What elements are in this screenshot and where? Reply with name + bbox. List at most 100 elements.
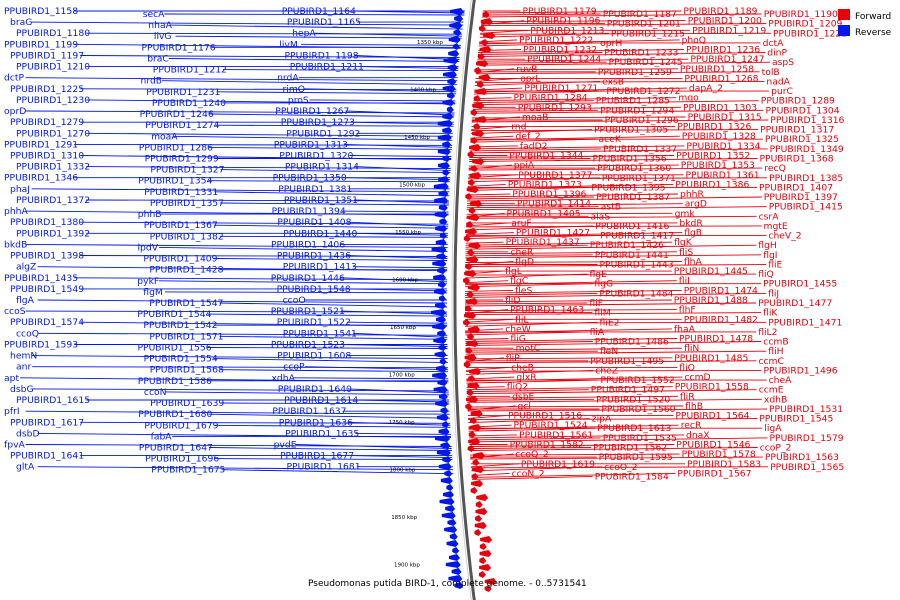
forward-connector [466, 386, 673, 391]
forward-connector [465, 244, 757, 250]
forward-gene-label: cheR [510, 247, 534, 258]
reverse-feature [434, 197, 449, 204]
forward-feature [476, 494, 489, 501]
forward-feature [475, 88, 488, 95]
reverse-gene-label: rimO [283, 84, 306, 95]
reverse-feature [446, 106, 454, 113]
reverse-connector [352, 266, 448, 269]
reverse-gene-label: PPUBIRD1_1350 [273, 173, 347, 184]
forward-feature [478, 571, 486, 578]
reverse-connector [352, 332, 448, 338]
scale-tick-label: 1600 kbp [392, 278, 418, 284]
forward-gene-label: PPUBIRD1_1437 [506, 237, 580, 248]
forward-feature [467, 445, 475, 452]
forward-feature [476, 60, 489, 67]
reverse-connector [209, 113, 455, 118]
reverse-connector [309, 99, 456, 102]
forward-gene-label: PPUBIRD1_1337 [603, 144, 677, 155]
forward-gene-label: ccmD [685, 372, 711, 383]
forward-gene-label: PPUBIRD1_1531 [769, 404, 843, 415]
reverse-gene-label: PPUBIRD1_1680 [138, 409, 212, 420]
reverse-gene-label: PPUBIRD1_1637 [272, 406, 346, 417]
reverse-gene-label: pvdE [274, 440, 297, 451]
forward-feature [469, 368, 482, 375]
forward-gene-label: flgC [510, 276, 528, 287]
reverse-connector [293, 377, 449, 380]
forward-gene-label: PPUBIRD1_1190 [764, 9, 838, 20]
reverse-connector [214, 424, 451, 428]
forward-feature [467, 382, 480, 389]
forward-gene-labels: PPUBIRD1_1179 PPUBIRD1_1187 PPUBIRD1_1189 P… [505, 6, 847, 482]
forward-feature [479, 543, 487, 550]
reverse-feature [438, 393, 448, 400]
genome-backbone-highlight [451, 0, 472, 600]
forward-gene-label: fliJ [768, 288, 779, 299]
reverse-gene-label: PPUBIRD1_1615 [16, 395, 90, 406]
reverse-connector [341, 210, 449, 213]
reverse-gene-label: PPUBIRD1_1521 [271, 306, 345, 317]
forward-gene-label: fliN [684, 343, 699, 354]
reverse-feature [438, 176, 450, 183]
reverse-gene-label: PPUBIRD1_1292 [286, 128, 360, 139]
reverse-gene-label: fabA [151, 431, 173, 442]
forward-feature [467, 249, 475, 256]
forward-gene-label: aspS [772, 57, 794, 68]
scale-tick-label: 1800 kbp [390, 468, 416, 474]
forward-connector [467, 196, 595, 200]
reverse-gene-label: PPUBIRD1_1571 [149, 331, 223, 342]
reverse-feature [442, 421, 450, 428]
forward-connector [467, 398, 595, 401]
reverse-connector [25, 77, 458, 82]
forward-feature [463, 319, 471, 326]
reverse-feature [449, 554, 461, 561]
reverse-feature [442, 127, 453, 134]
reverse-connector [172, 135, 453, 141]
reverse-gene-label: PPUBIRD1_1230 [16, 95, 90, 106]
forward-feature [475, 116, 488, 123]
reverse-feature [442, 141, 452, 148]
forward-feature [469, 424, 482, 431]
reverse-gene-label: ccoN [144, 387, 167, 398]
forward-feature [473, 452, 486, 459]
reverse-gene-label: ccoS [4, 306, 26, 317]
reverse-gene-label: PPUBIRD1_1372 [16, 195, 90, 206]
forward-feature-track [463, 11, 497, 592]
reverse-feature [432, 372, 448, 379]
forward-connector [478, 42, 599, 47]
forward-connector [464, 292, 598, 296]
forward-connector [466, 225, 762, 228]
reverse-gene-label: oprD [4, 106, 26, 117]
reverse-gene-label: PPUBIRD1_1267 [275, 106, 349, 117]
forward-connector [465, 357, 673, 360]
reverse-feature [436, 414, 449, 421]
forward-gene-label: PPUBIRD1_1520 [596, 394, 670, 405]
forward-connector [480, 32, 772, 35]
forward-gene-label: PPUBIRD1_1232 [523, 45, 597, 56]
forward-connector [470, 453, 680, 456]
forward-connector [467, 193, 511, 196]
reverse-feature [437, 267, 447, 274]
forward-gene-label: mgtE [764, 221, 788, 232]
forward-gene-label: PPUBIRD1_1233 [604, 48, 678, 59]
reverse-feature [438, 190, 449, 197]
reverse-gene-label: PPUBIRD1_1380 [10, 217, 84, 228]
reverse-gene-label: dctP [4, 73, 24, 84]
reverse-feature [440, 477, 453, 484]
reverse-connector [219, 369, 449, 373]
reverse-feature [433, 183, 449, 190]
scale-tick-label: 1550 kbp [395, 230, 421, 236]
forward-gene-label: PPUBIRD1_1524 [514, 420, 588, 431]
reverse-feature [439, 498, 455, 505]
forward-connector-lines [464, 10, 772, 480]
forward-gene-label: fliQ2 [507, 382, 528, 393]
forward-gene-label: fliR [680, 391, 695, 402]
reverse-connector [165, 391, 449, 396]
forward-feature [475, 508, 488, 515]
reverse-gene-label: PPUBIRD1_1225 [10, 84, 84, 95]
forward-gene-label: flhF [679, 305, 696, 316]
forward-feature [465, 228, 478, 235]
reverse-gene-label: PPUBIRD1_1327 [150, 165, 224, 176]
reverse-gene-label: PPUBIRD1_1367 [144, 220, 218, 231]
reverse-connector [159, 246, 448, 252]
